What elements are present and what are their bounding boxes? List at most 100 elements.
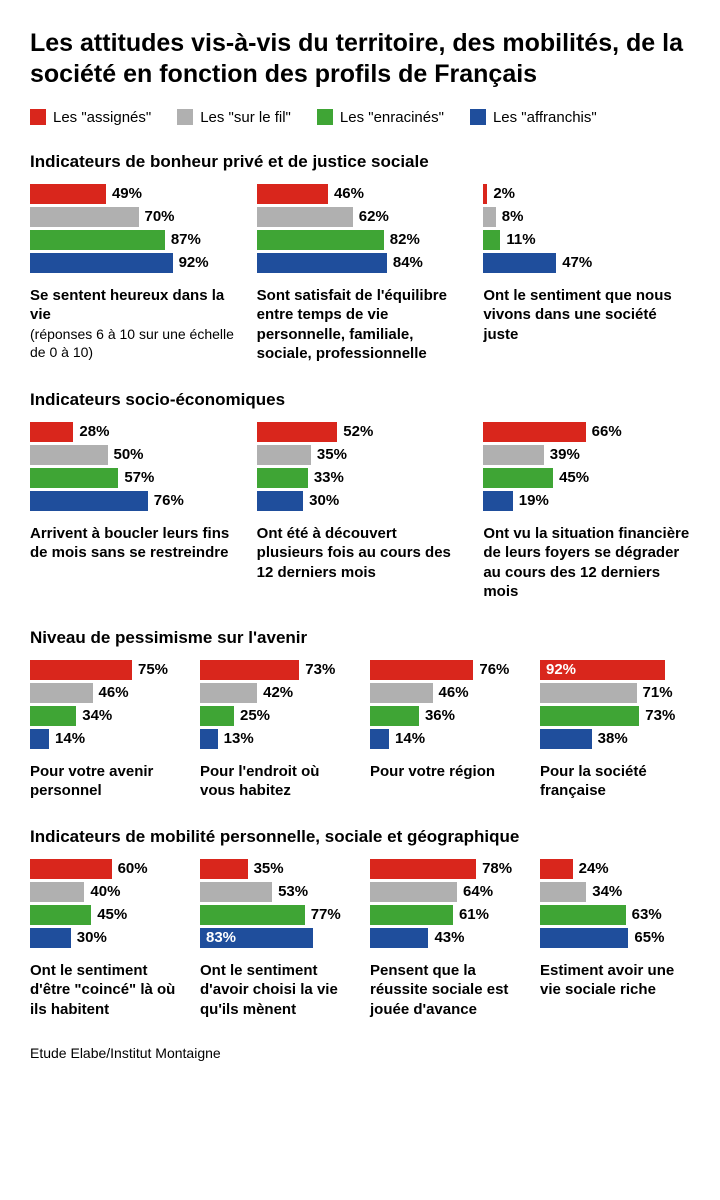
bar xyxy=(200,905,305,925)
bar-value-label: 42% xyxy=(263,684,293,701)
bar-row: 83% xyxy=(200,928,350,948)
legend-label: Les "assignés" xyxy=(53,109,151,126)
chart-caption: Pour l'endroit où vous habitez xyxy=(200,762,350,801)
bar xyxy=(30,491,148,511)
bar-row: 82% xyxy=(257,230,464,250)
bar-value-label: 62% xyxy=(359,208,389,225)
bar-row: 84% xyxy=(257,253,464,273)
bar-value-label: 53% xyxy=(278,883,308,900)
bar-row: 11% xyxy=(483,230,690,250)
bar-value-label: 39% xyxy=(550,446,580,463)
section-title: Indicateurs de bonheur privé et de justi… xyxy=(30,152,690,172)
chart-caption: Se sentent heureux dans la vie xyxy=(30,286,237,325)
bar xyxy=(30,184,106,204)
bar-row: 14% xyxy=(370,729,520,749)
bar-row: 57% xyxy=(30,468,237,488)
bar-value-label: 28% xyxy=(79,423,109,440)
bar-value-label: 73% xyxy=(305,661,335,678)
bar-value-label: 8% xyxy=(502,208,524,225)
bar-row: 87% xyxy=(30,230,237,250)
bar-value-label: 11% xyxy=(506,231,535,248)
legend-label: Les "affranchis" xyxy=(493,109,597,126)
bar-row: 61% xyxy=(370,905,520,925)
bar xyxy=(30,445,108,465)
legend-swatch xyxy=(30,109,46,125)
bar-value-label: 78% xyxy=(482,860,512,877)
bar xyxy=(483,468,553,488)
bar-row: 46% xyxy=(370,683,520,703)
bar-row: 60% xyxy=(30,859,180,879)
bar-row: 73% xyxy=(200,660,350,680)
bar xyxy=(540,683,637,703)
bar-value-label: 46% xyxy=(334,185,364,202)
bar-row: 39% xyxy=(483,445,690,465)
bar-row: 46% xyxy=(257,184,464,204)
bar xyxy=(30,660,132,680)
bar xyxy=(30,683,93,703)
bar xyxy=(540,706,639,726)
chart-caption: Pour la société française xyxy=(540,762,690,801)
bar-row: 14% xyxy=(30,729,180,749)
bar-row: 25% xyxy=(200,706,350,726)
bar xyxy=(483,184,487,204)
bar xyxy=(200,729,218,749)
bar-value-label: 30% xyxy=(77,929,107,946)
section-title: Indicateurs socio-économiques xyxy=(30,390,690,410)
bar xyxy=(30,928,71,948)
bar-value-label: 47% xyxy=(562,254,592,271)
bar-row: 50% xyxy=(30,445,237,465)
bar-row: 38% xyxy=(540,729,690,749)
bar-row: 24% xyxy=(540,859,690,879)
bar-value-label: 30% xyxy=(309,492,339,509)
bar-row: 49% xyxy=(30,184,237,204)
chart: 73%42%25%13%Pour l'endroit où vous habit… xyxy=(200,660,350,801)
bar xyxy=(370,660,473,680)
legend: Les "assignés"Les "sur le fil"Les "enrac… xyxy=(30,109,690,126)
bar xyxy=(540,859,573,879)
section-title: Indicateurs de mobilité personnelle, soc… xyxy=(30,827,690,847)
bar xyxy=(370,905,453,925)
bars: 66% 39% 45% 19% xyxy=(483,422,690,514)
bar xyxy=(257,491,304,511)
bars: 46% 62% 82% 84% xyxy=(257,184,464,276)
bar-row: 42% xyxy=(200,683,350,703)
bar-value-label: 63% xyxy=(632,906,662,923)
bar-value-label: 66% xyxy=(592,423,622,440)
chart: 60%40%45%30%Ont le sentiment d'être "coi… xyxy=(30,859,180,1020)
bar-row: 76% xyxy=(370,660,520,680)
bar-row: 30% xyxy=(30,928,180,948)
bar xyxy=(257,230,384,250)
bar xyxy=(257,184,328,204)
chart-row: 60%40%45%30%Ont le sentiment d'être "coi… xyxy=(30,859,690,1020)
bar xyxy=(200,706,234,726)
bar xyxy=(370,928,428,948)
bar xyxy=(257,207,353,227)
chart: 76%46%36%14%Pour votre région xyxy=(370,660,520,801)
bar-value-label: 38% xyxy=(598,730,628,747)
bar xyxy=(30,882,84,902)
bar-value-label: 75% xyxy=(138,661,168,678)
chart: 92%71%73%38%Pour la société française xyxy=(540,660,690,801)
bars: 73%42%25%13% xyxy=(200,660,350,752)
bar-row: 19% xyxy=(483,491,690,511)
bar-row: 40% xyxy=(30,882,180,902)
chart-row: 75%46%34%14%Pour votre avenir personnel7… xyxy=(30,660,690,801)
bar-row: 34% xyxy=(30,706,180,726)
bar-value-label: 84% xyxy=(393,254,423,271)
chart: 2%8%11%47%Ont le sentiment que nous vivo… xyxy=(483,184,690,364)
chart-caption: Ont le sentiment d'être "coincé" là où i… xyxy=(30,961,180,1020)
bar xyxy=(30,253,173,273)
bar xyxy=(30,706,76,726)
bar-value-label: 77% xyxy=(311,906,341,923)
bar-row: 33% xyxy=(257,468,464,488)
bar-value-label: 76% xyxy=(154,492,184,509)
bar-row: 46% xyxy=(30,683,180,703)
chart-row: 28%50%57%76%Arrivent à boucler leurs fin… xyxy=(30,422,690,602)
bar-row: 75% xyxy=(30,660,180,680)
bar-row: 71% xyxy=(540,683,690,703)
bar xyxy=(483,253,556,273)
legend-swatch xyxy=(470,109,486,125)
bar xyxy=(370,706,419,726)
bars: 2%8%11%47% xyxy=(483,184,690,276)
bar-row: 45% xyxy=(483,468,690,488)
